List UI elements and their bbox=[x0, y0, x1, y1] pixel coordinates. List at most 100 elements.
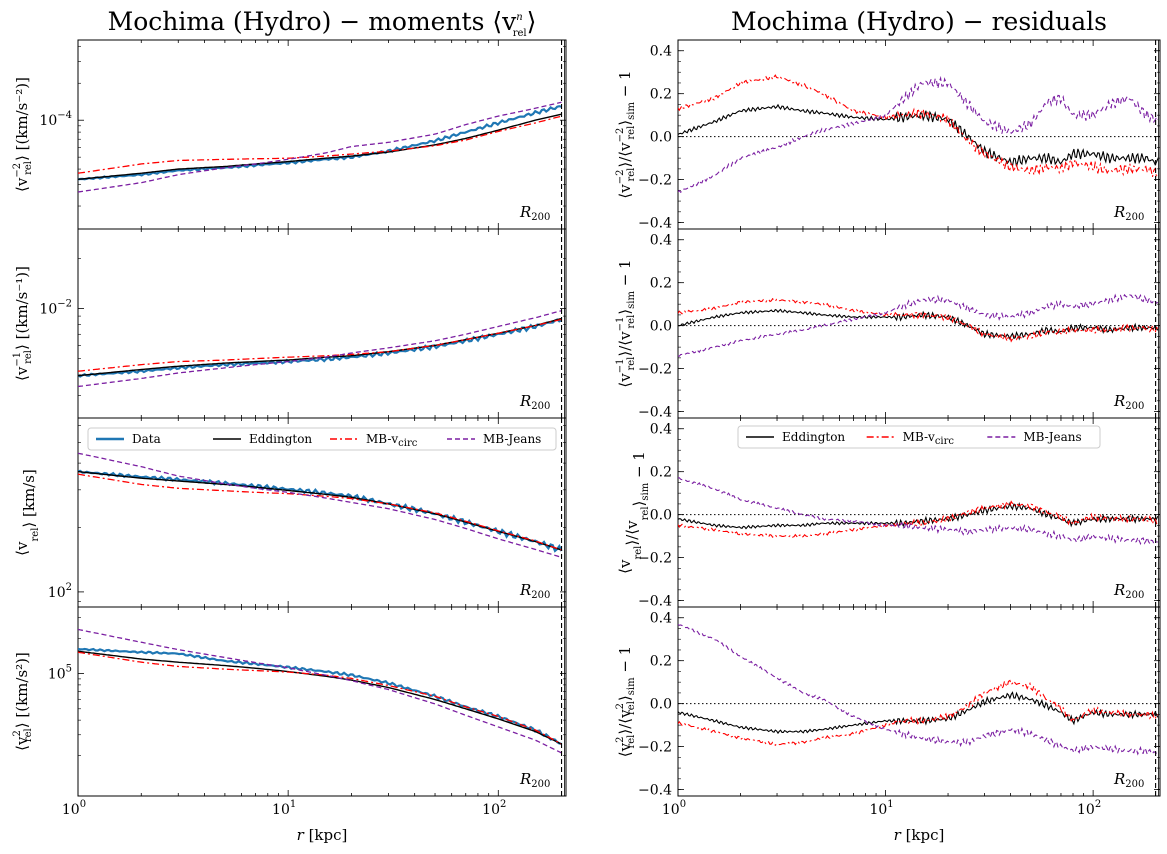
left-title: Mochima (Hydro) − moments ⟨vn rel⟩ bbox=[108, 7, 537, 39]
right-x-ticks bbox=[677, 40, 1157, 229]
right-panel-3-series-mb_jeans bbox=[678, 477, 1158, 546]
left-panel-1-series-eddington bbox=[78, 113, 562, 180]
y-tick-label: 10−2 bbox=[39, 298, 72, 317]
left-panel-4-series-eddington bbox=[78, 650, 562, 745]
legend-label-eddington: Eddington bbox=[782, 430, 845, 444]
y-tick-label: −0.2 bbox=[638, 173, 672, 189]
y-tick-label: 0.2 bbox=[650, 465, 672, 481]
left-panel-2-series-mb_jeans bbox=[78, 310, 562, 388]
left-ylabel-4: ⟨v2rel⟩ [(km/s²)] bbox=[12, 652, 34, 751]
left-panel-3-series-data bbox=[78, 469, 563, 553]
r200-label: R200 bbox=[519, 581, 550, 601]
y-tick-label: 105 bbox=[48, 664, 72, 683]
y-tick-label: −0.2 bbox=[638, 551, 672, 567]
left-x-ticks bbox=[77, 40, 562, 229]
left-x-ticks: 100 101 102 bbox=[62, 607, 562, 818]
y-tick-label: 0.4 bbox=[650, 611, 672, 627]
right-panel-2 bbox=[677, 228, 1161, 419]
right-panel-4-series-eddington bbox=[678, 691, 1159, 735]
left-x-ticks bbox=[77, 229, 562, 418]
r200-label: R200 bbox=[519, 203, 550, 223]
right-panel-4-series-mb_vcirc bbox=[678, 679, 1159, 746]
legend-label-mb_jeans: MB-Jeans bbox=[1023, 430, 1081, 444]
left-panel-2-series-mb_vcirc bbox=[78, 318, 562, 372]
left-panel-4-series-data bbox=[78, 647, 562, 745]
y-tick-label: 0.2 bbox=[650, 654, 672, 670]
x-tick-label: 102 bbox=[1077, 799, 1101, 818]
left-panel-4 bbox=[77, 606, 567, 797]
y-tick-label: −0.2 bbox=[638, 362, 672, 378]
right-panel-2-series-mb_vcirc bbox=[678, 297, 1159, 343]
y-tick-label: −0.2 bbox=[638, 740, 672, 756]
right-x-ticks: 100 101 102 bbox=[662, 607, 1157, 818]
left-panel-4-series-mb_jeans bbox=[78, 628, 562, 754]
left-panel-4-series-mb_vcirc bbox=[78, 651, 562, 745]
left-legend: Data Eddington MB-vcirc MB-Jeans bbox=[87, 427, 557, 451]
x-tick-label: 101 bbox=[869, 799, 893, 818]
left-panel-1 bbox=[77, 39, 567, 230]
right-legend: Eddington MB-vcirc MB-Jeans bbox=[737, 425, 1101, 449]
r200-label: R200 bbox=[1113, 581, 1144, 601]
left-panel-1-series-mb_vcirc bbox=[78, 115, 562, 174]
left-panel-2-series-data bbox=[78, 318, 562, 378]
right-ylabel-3: ⟨vrel⟩/⟨vrel⟩sim − 1 bbox=[616, 451, 651, 574]
y-tick-label: −0.4 bbox=[638, 216, 672, 232]
x-tick-label: 101 bbox=[272, 799, 296, 818]
r200-label: R200 bbox=[1113, 392, 1144, 412]
right-ylabel-2: ⟨v−1rel⟩/⟨v−1rel⟩sim − 1 bbox=[615, 259, 637, 387]
legend-label-mb_vcirc: MB-vcirc bbox=[903, 430, 955, 447]
right-panel-3-series-mb_vcirc bbox=[678, 499, 1159, 539]
r200-label: R200 bbox=[519, 392, 550, 412]
left-panel-3-series-eddington bbox=[78, 470, 562, 551]
y-tick-label: −0.4 bbox=[638, 405, 672, 421]
right-xlabel: r [kpc] bbox=[894, 826, 945, 844]
right-ylabel-1: ⟨v−2rel⟩/⟨v−2rel⟩sim − 1 bbox=[615, 70, 637, 198]
left-panel-1-series-mb_jeans bbox=[78, 101, 562, 193]
x-tick-label: 100 bbox=[662, 799, 686, 818]
right-x-ticks bbox=[677, 229, 1157, 418]
right-panel-1-series-eddington bbox=[678, 103, 1159, 168]
left-panel-3-series-mb_vcirc bbox=[78, 473, 562, 551]
right-panel-2-series-mb_jeans bbox=[678, 293, 1159, 357]
r200-label: R200 bbox=[1113, 203, 1144, 223]
right-panel-1 bbox=[677, 39, 1161, 230]
y-tick-label: 0.0 bbox=[650, 697, 672, 713]
y-tick-label: 0.4 bbox=[650, 422, 672, 438]
y-tick-label: 0.0 bbox=[650, 508, 672, 524]
y-tick-label: 10−4 bbox=[39, 110, 72, 129]
x-tick-label: 100 bbox=[62, 799, 86, 818]
y-tick-label: 0.0 bbox=[650, 130, 672, 146]
r200-label: R200 bbox=[1113, 770, 1144, 790]
legend-box bbox=[87, 427, 557, 451]
left-ylabel-1: ⟨v−2rel⟩ [(km/s⁻²)] bbox=[12, 77, 34, 192]
left-xlabel: r [kpc] bbox=[297, 826, 348, 844]
r200-label: R200 bbox=[519, 770, 550, 790]
right-panel-1-series-mb_jeans bbox=[678, 75, 1159, 193]
left-panel-1-series-data bbox=[78, 105, 562, 181]
left-panel-3-series-mb_jeans bbox=[78, 452, 562, 559]
right-ylabel-4: ⟨v2rel⟩/⟨v2rel⟩sim − 1 bbox=[615, 646, 637, 757]
y-tick-label: −0.4 bbox=[638, 594, 672, 610]
right-title: Mochima (Hydro) − residuals bbox=[731, 7, 1107, 36]
y-tick-label: 0.2 bbox=[650, 276, 672, 292]
right-panel-1-series-mb_vcirc bbox=[678, 74, 1159, 179]
x-tick-label: 102 bbox=[482, 799, 506, 818]
y-tick-label: 0.4 bbox=[650, 233, 672, 249]
y-tick-label: 102 bbox=[48, 582, 72, 601]
right-panel-4-series-mb_jeans bbox=[678, 623, 1159, 756]
left-ylabel-2: ⟨v−1rel⟩ [(km/s⁻¹)] bbox=[12, 266, 34, 381]
y-tick-label: 0.4 bbox=[650, 44, 672, 60]
left-panel-2 bbox=[77, 228, 567, 419]
right-panel-3-series-eddington bbox=[678, 501, 1159, 530]
left-ylabel-3: ⟨vrel⟩ [km/s] bbox=[13, 469, 41, 556]
right-panel-4 bbox=[677, 606, 1161, 797]
legend-label-mb_jeans: MB-Jeans bbox=[483, 432, 541, 446]
left-panel-2-series-eddington bbox=[78, 317, 562, 377]
legend-label-data: Data bbox=[132, 432, 161, 446]
y-tick-label: 0.0 bbox=[650, 319, 672, 335]
y-tick-label: 0.2 bbox=[650, 87, 672, 103]
y-tick-label: −0.4 bbox=[638, 783, 672, 799]
legend-label-eddington: Eddington bbox=[249, 432, 312, 446]
right-panel-2-series-eddington bbox=[678, 308, 1159, 341]
